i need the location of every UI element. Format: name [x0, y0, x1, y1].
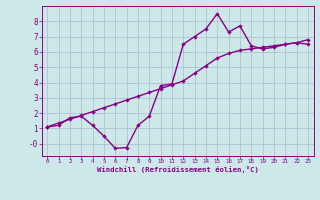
X-axis label: Windchill (Refroidissement éolien,°C): Windchill (Refroidissement éolien,°C)	[97, 166, 259, 173]
